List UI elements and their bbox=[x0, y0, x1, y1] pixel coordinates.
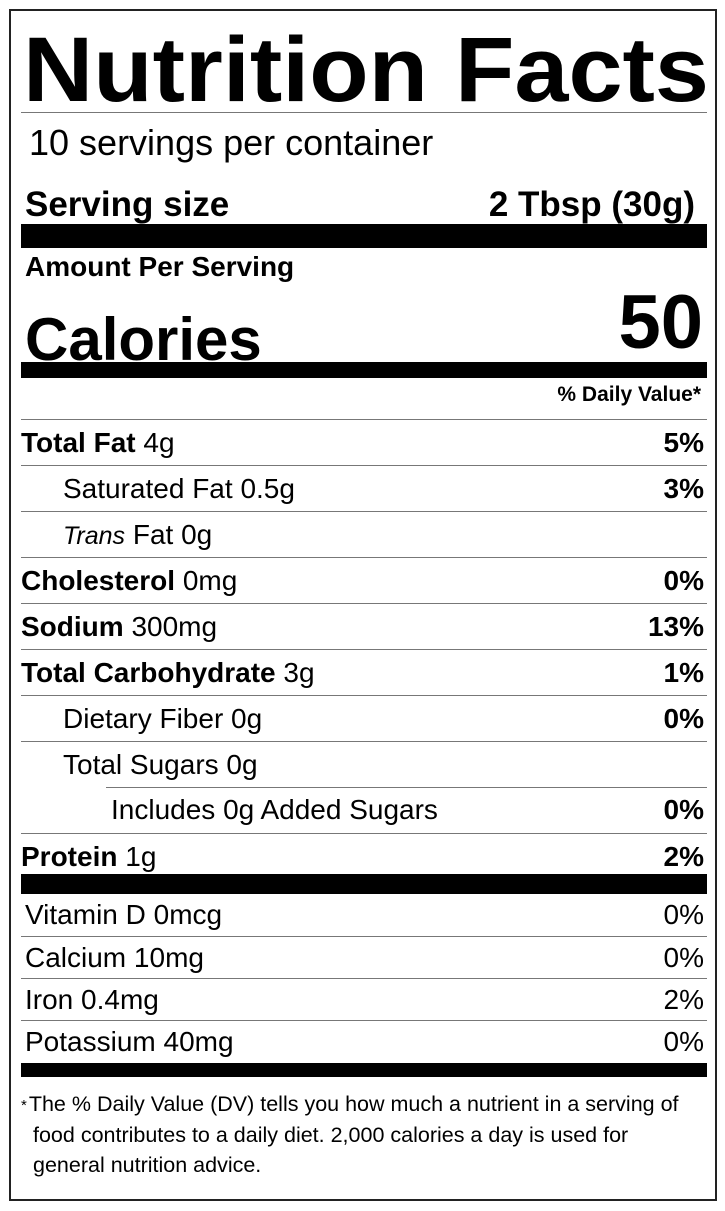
daily-value-header: % Daily Value* bbox=[557, 383, 701, 406]
vitamin-name: Iron bbox=[25, 983, 74, 1015]
nutrient-row-saturated-fat: Saturated Fat 0.5g 3% bbox=[21, 465, 707, 511]
nutrient-dv: 5% bbox=[663, 426, 704, 458]
nutrient-amount: 4g bbox=[143, 426, 175, 458]
vitamin-amount: 10mg bbox=[133, 941, 204, 973]
vitamin-name: Potassium bbox=[25, 1025, 156, 1057]
nutrient-row-total-sugars: Total Sugars 0g bbox=[21, 741, 707, 787]
vitamin-dv: 0% bbox=[663, 1025, 704, 1057]
nutrient-dv: 0% bbox=[663, 564, 704, 596]
nutrient-dv: 3% bbox=[663, 472, 704, 504]
nutrient-row-trans-fat: Trans Fat 0g bbox=[21, 511, 707, 557]
nutrient-name: Cholesterol bbox=[21, 564, 176, 596]
nutrient-row-sodium: Sodium 300mg 13% bbox=[21, 603, 707, 649]
vitamin-dv: 0% bbox=[663, 899, 704, 930]
nutrition-facts-label: Nutrition Facts 10 servings per containe… bbox=[9, 9, 717, 1201]
calories-label: Calories bbox=[25, 306, 262, 373]
nutrient-row-dietary-fiber: Dietary Fiber 0g 0% bbox=[21, 695, 707, 741]
nutrient-amount: 0g bbox=[181, 518, 213, 550]
thick-divider bbox=[21, 224, 707, 248]
nutrient-amount: 0mg bbox=[182, 564, 238, 596]
thick-divider bbox=[21, 874, 707, 894]
nutrient-dv: 0% bbox=[663, 702, 704, 734]
serving-size-row: Serving size 2 Tbsp (30g) bbox=[25, 185, 695, 225]
nutrient-amount: 300mg bbox=[131, 610, 218, 642]
title-text: Nutrition Facts bbox=[23, 19, 709, 117]
vitamin-row-potassium: Potassium 40mg 0% bbox=[21, 1020, 707, 1062]
nutrient-row-protein: Protein 1g 2% bbox=[21, 833, 707, 879]
vitamin-row-vitamin-d: Vitamin D 0mcg 0% bbox=[21, 894, 707, 936]
nutrient-name: Fat bbox=[132, 518, 174, 550]
nutrient-amount: 3g bbox=[283, 656, 315, 688]
label-title: Nutrition Facts bbox=[23, 19, 709, 117]
nutrient-dv: 2% bbox=[663, 840, 704, 872]
thick-divider bbox=[21, 1063, 707, 1077]
nutrient-row-total-carbohydrate: Total Carbohydrate 3g 1% bbox=[21, 649, 707, 695]
footnote-asterisk: * bbox=[21, 1097, 27, 1114]
daily-value-footnote: *The % Daily Value (DV) tells you how mu… bbox=[21, 1089, 701, 1181]
nutrient-row-total-fat: Total Fat 4g 5% bbox=[21, 419, 707, 465]
nutrient-name: Protein bbox=[21, 840, 118, 872]
nutrient-dv: 1% bbox=[663, 656, 704, 688]
nutrient-dv: 13% bbox=[647, 610, 704, 642]
vitamin-name: Vitamin D bbox=[25, 899, 146, 930]
vitamin-row-iron: Iron 0.4mg 2% bbox=[21, 978, 707, 1020]
calories-value: 50 bbox=[618, 280, 703, 365]
vitamin-name: Calcium bbox=[25, 941, 127, 973]
nutrient-amount: 0g bbox=[226, 748, 258, 780]
nutrient-name: Includes 0g Added Sugars bbox=[111, 794, 438, 825]
vitamin-dv: 2% bbox=[663, 983, 704, 1015]
divider bbox=[21, 112, 707, 113]
vitamin-row-calcium: Calcium 10mg 0% bbox=[21, 936, 707, 978]
nutrient-name: Sodium bbox=[21, 610, 124, 642]
nutrient-name: Total Carbohydrate bbox=[21, 656, 276, 688]
amount-per-serving: Amount Per Serving bbox=[25, 251, 295, 282]
calories-row: Calories 50 bbox=[25, 280, 703, 378]
nutrient-name: Total Sugars bbox=[63, 748, 219, 780]
vitamin-list: Vitamin D 0mcg 0% Calcium 10mg 0% Iron 0… bbox=[21, 894, 707, 1062]
nutrient-name: Total Fat bbox=[21, 426, 136, 458]
vitamin-amount: 40mg bbox=[163, 1025, 234, 1057]
vitamin-amount: 0.4mg bbox=[81, 983, 159, 1015]
footnote-text: The % Daily Value (DV) tells you how muc… bbox=[28, 1092, 679, 1177]
nutrient-row-cholesterol: Cholesterol 0mg 0% bbox=[21, 557, 707, 603]
nutrient-name: Dietary Fiber bbox=[63, 702, 224, 734]
nutrient-name: Saturated Fat bbox=[63, 472, 233, 504]
vitamin-dv: 0% bbox=[663, 941, 704, 973]
thick-divider bbox=[21, 362, 707, 378]
nutrient-amount: 1g bbox=[125, 840, 157, 872]
nutrient-name-italic: Trans bbox=[63, 521, 126, 550]
servings-per-container: 10 servings per container bbox=[29, 122, 434, 163]
nutrient-list: Total Fat 4g 5% Saturated Fat 0.5g 3% Tr… bbox=[21, 419, 707, 879]
serving-size-label: Serving size bbox=[25, 185, 230, 224]
nutrient-amount: 0.5g bbox=[240, 472, 295, 504]
vitamin-amount: 0mcg bbox=[153, 899, 223, 930]
serving-size-value: 2 Tbsp (30g) bbox=[488, 185, 695, 224]
nutrient-amount: 0g bbox=[231, 702, 263, 734]
nutrient-dv: 0% bbox=[663, 794, 704, 825]
nutrient-row-added-sugars: Includes 0g Added Sugars 0% bbox=[21, 787, 707, 833]
